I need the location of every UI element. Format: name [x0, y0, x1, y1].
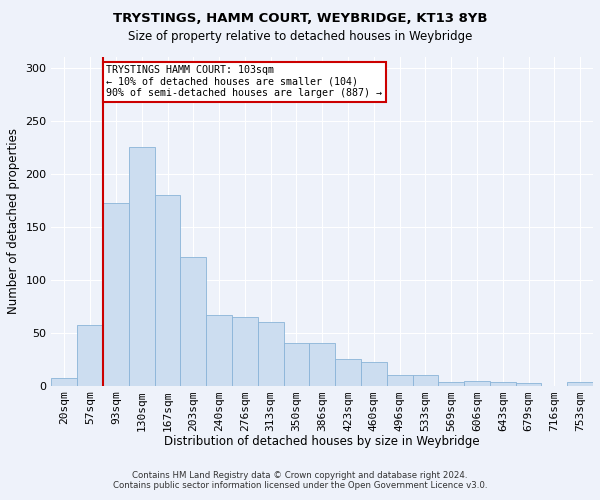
Bar: [464, 382, 490, 386]
Text: Size of property relative to detached houses in Weybridge: Size of property relative to detached ho…: [128, 30, 472, 43]
Bar: [284, 343, 310, 386]
Bar: [515, 384, 541, 386]
Bar: [103, 203, 129, 386]
Bar: [206, 314, 232, 386]
Bar: [567, 382, 593, 386]
Text: Contains HM Land Registry data © Crown copyright and database right 2024.
Contai: Contains HM Land Registry data © Crown c…: [113, 470, 487, 490]
Bar: [439, 382, 464, 386]
Text: TRYSTINGS HAMM COURT: 103sqm
← 10% of detached houses are smaller (104)
90% of s: TRYSTINGS HAMM COURT: 103sqm ← 10% of de…: [106, 65, 382, 98]
Bar: [387, 375, 413, 386]
Bar: [181, 258, 206, 386]
Bar: [52, 378, 77, 386]
Bar: [232, 316, 258, 386]
Bar: [129, 147, 155, 386]
Bar: [413, 375, 439, 386]
Bar: [361, 362, 387, 386]
Bar: [335, 359, 361, 386]
Y-axis label: Number of detached properties: Number of detached properties: [7, 128, 20, 314]
Bar: [258, 322, 284, 386]
Bar: [77, 325, 103, 386]
X-axis label: Distribution of detached houses by size in Weybridge: Distribution of detached houses by size …: [164, 435, 480, 448]
Bar: [310, 343, 335, 386]
Bar: [490, 382, 515, 386]
Bar: [155, 194, 181, 386]
Text: TRYSTINGS, HAMM COURT, WEYBRIDGE, KT13 8YB: TRYSTINGS, HAMM COURT, WEYBRIDGE, KT13 8…: [113, 12, 487, 26]
